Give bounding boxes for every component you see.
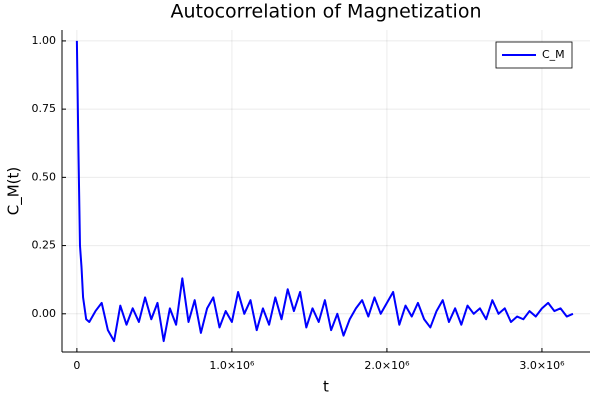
y-tick-label: 0.50 bbox=[32, 170, 57, 183]
legend-label: C_M bbox=[542, 48, 565, 61]
x-tick-label: 1.0×10⁶ bbox=[209, 359, 255, 372]
chart-title: Autocorrelation of Magnetization bbox=[170, 1, 481, 23]
x-tick-label: 3.0×10⁶ bbox=[519, 359, 565, 372]
y-tick-label: 0.75 bbox=[32, 102, 57, 115]
y-axis-label: C_M(t) bbox=[5, 167, 24, 216]
x-tick-label: 2.0×10⁶ bbox=[364, 359, 410, 372]
data-line bbox=[75, 40, 574, 343]
y-tick-label: 1.00 bbox=[32, 34, 57, 47]
x-axis-label: t bbox=[323, 378, 329, 396]
x-tick-label: 0 bbox=[73, 359, 80, 372]
y-tick-label: 0.00 bbox=[32, 307, 57, 320]
y-tick-label: 0.25 bbox=[32, 239, 57, 252]
